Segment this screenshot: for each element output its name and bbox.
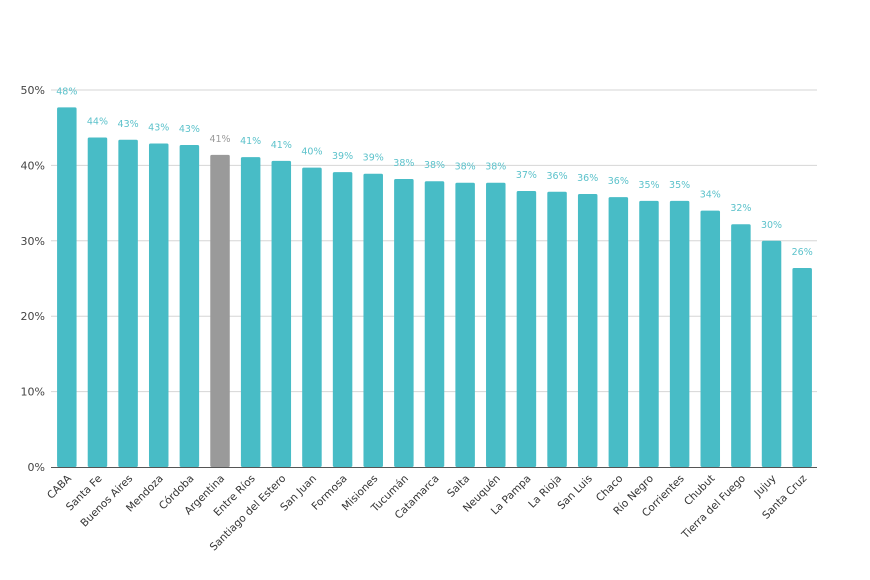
data-label: 35% [638, 180, 659, 191]
data-label: 38% [485, 162, 506, 173]
bar [669, 200, 690, 467]
data-label: 26% [792, 247, 813, 258]
bar [792, 267, 812, 467]
bar [424, 181, 445, 467]
y-tick-label: 20% [21, 310, 45, 323]
data-labels: 48% 44% 43% 43% 43% 41% 41% 41% 40% 39% 39% 38% 38% 3… [56, 86, 812, 258]
bar [639, 200, 659, 467]
bar [516, 191, 537, 467]
data-label: 41% [209, 134, 230, 145]
data-label: 38% [455, 162, 476, 173]
data-label: 48% [56, 86, 77, 97]
y-tick-label: 50% [21, 84, 45, 97]
x-tick-label: Salta [445, 473, 472, 500]
x-tick-label: CABA [45, 472, 74, 501]
data-label: 43% [118, 119, 139, 130]
bar-highlight [210, 154, 230, 467]
y-tick-label: 40% [21, 159, 45, 172]
bar [57, 107, 77, 467]
y-tick-label: 10% [21, 386, 45, 399]
bar [302, 167, 322, 468]
data-label: 39% [363, 153, 384, 164]
data-label: 41% [271, 140, 292, 151]
data-label: 30% [761, 220, 782, 231]
data-label: 37% [516, 170, 537, 181]
data-label: 34% [700, 190, 721, 201]
bar [731, 224, 751, 467]
bar [577, 194, 598, 467]
bar [486, 182, 506, 467]
data-label: 36% [577, 173, 598, 184]
bar [455, 182, 475, 467]
x-tick-label: Jujuy [751, 473, 778, 500]
bar [148, 143, 169, 467]
bar [179, 145, 200, 468]
data-label: 44% [87, 117, 108, 128]
data-label: 35% [669, 180, 690, 191]
data-label: 32% [730, 203, 751, 214]
y-tick-label: 0% [28, 461, 45, 474]
bar [761, 240, 782, 467]
bar [240, 157, 261, 467]
data-label: 39% [332, 151, 353, 162]
data-label: 41% [240, 136, 261, 147]
data-label: 43% [179, 124, 200, 135]
bar [118, 139, 138, 467]
bar [608, 197, 629, 467]
y-axis-ticks: 0% 10% 20% 30% 40% 50% [21, 84, 45, 474]
data-label: 38% [393, 158, 414, 169]
data-label: 36% [608, 176, 629, 187]
bar [332, 172, 353, 467]
data-label: 36% [546, 171, 567, 182]
bar [271, 160, 292, 467]
bar [394, 178, 414, 468]
y-tick-label: 30% [21, 235, 45, 248]
data-label: 43% [148, 123, 169, 134]
data-label: 38% [424, 160, 445, 171]
bar [547, 191, 567, 468]
bar [87, 137, 108, 467]
bars [57, 107, 812, 468]
bar [700, 210, 721, 467]
bar [363, 173, 383, 467]
data-label: 40% [301, 147, 322, 158]
